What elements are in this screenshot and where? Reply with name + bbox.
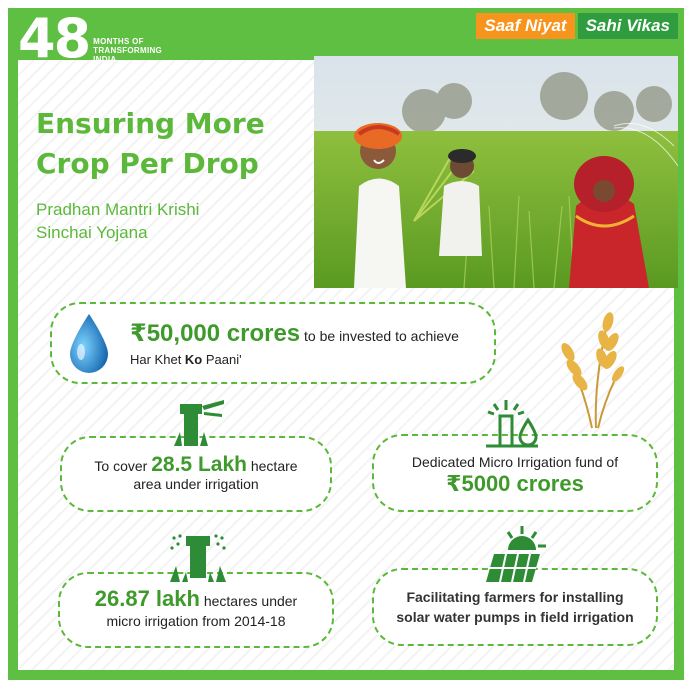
farmers-field-photo — [314, 56, 678, 288]
micro-area-amount: 26.87 lakh — [94, 586, 200, 611]
irrigation-coverage-box: To cover 28.5 Lakh hectare area under ir… — [60, 436, 332, 512]
drip-sprinkler-icon — [170, 534, 226, 582]
micro-irrigation-icon — [486, 400, 538, 448]
solar-panel-icon — [486, 526, 546, 583]
investment-fact-box: ₹50,000 crores to be invested to achieve… — [50, 302, 496, 384]
slogan-banner: Saaf Niyat Sahi Vikas — [476, 13, 678, 39]
har-khet-line: Har Khet Ko Paani' — [130, 352, 242, 367]
48-months-badge: 48 MONTHS OF TRANSFORMING INDIA — [18, 12, 162, 66]
sprinkler-icon — [174, 400, 224, 446]
investment-line: ₹50,000 crores to be invested to achieve — [130, 320, 459, 347]
badge-text: MONTHS OF TRANSFORMING INDIA — [93, 36, 163, 64]
coverage-amount: 28.5 Lakh — [151, 452, 247, 476]
title-block: Ensuring More Crop Per Drop Pradhan Mant… — [36, 104, 306, 244]
micro-irrigation-area-box: 26.87 lakh hectares under micro irrigati… — [58, 572, 334, 648]
wheat-icon — [561, 312, 625, 429]
water-drop-icon — [70, 314, 108, 373]
slogan-sahi-vikas: Sahi Vikas — [577, 13, 678, 39]
fund-amount: ₹5000 crores — [446, 471, 584, 496]
scheme-name: Pradhan Mantri Krishi Sinchai Yojana — [36, 200, 200, 242]
investment-amount: ₹50,000 crores — [130, 320, 301, 347]
badge-number: 48 — [18, 7, 91, 70]
slogan-saaf-niyat: Saaf Niyat — [476, 13, 575, 39]
page-title: Ensuring More Crop Per Drop — [36, 107, 265, 180]
